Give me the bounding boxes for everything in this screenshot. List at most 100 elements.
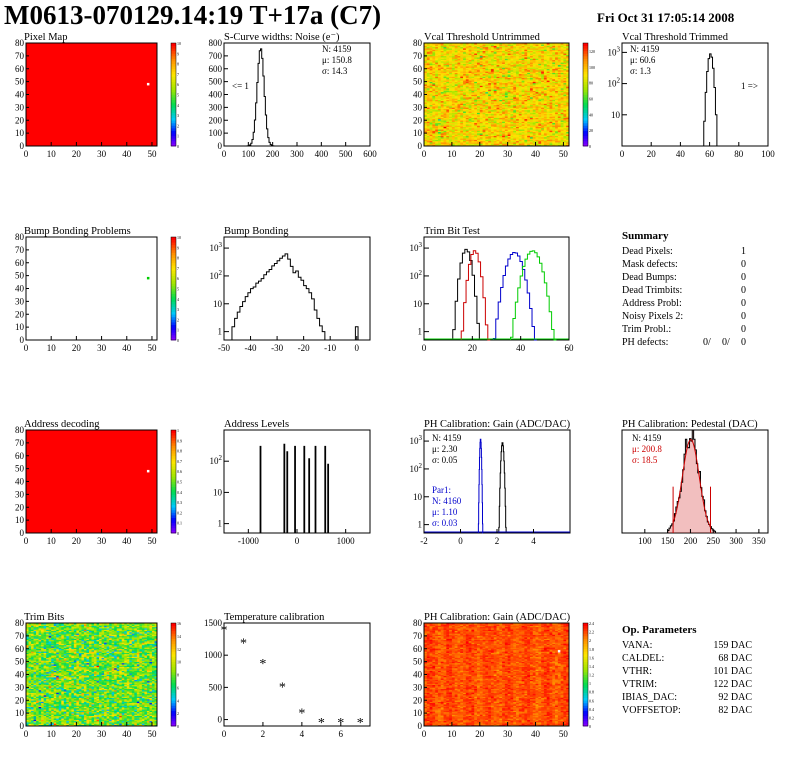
heatmap-cell xyxy=(457,122,461,125)
heatmap-cell xyxy=(521,130,525,133)
heatmap-cell xyxy=(468,115,472,117)
heatmap-cell xyxy=(560,130,564,133)
heatmap-cell xyxy=(513,138,517,140)
heatmap-cell xyxy=(435,139,439,142)
colorbar-segment xyxy=(171,445,176,449)
heatmap-cell xyxy=(479,134,483,136)
heatmap-cell xyxy=(457,135,461,138)
heatmap-cell xyxy=(493,109,497,112)
heatmap-cell xyxy=(493,130,497,133)
heatmap-cell xyxy=(446,116,450,118)
heatmap-cell xyxy=(468,129,472,131)
heatmap-cell xyxy=(516,130,520,133)
heatmap-cell xyxy=(549,136,553,139)
heatmap-cell xyxy=(560,126,564,129)
heatmap-cell xyxy=(437,142,442,144)
heatmap-cell xyxy=(499,124,503,126)
heatmap-cell xyxy=(460,143,464,146)
heatmap-cell xyxy=(471,126,475,129)
heatmap-cell xyxy=(449,109,453,112)
heatmap-cell xyxy=(493,113,497,116)
heatmap-cell xyxy=(435,138,439,140)
colorbar-segment xyxy=(171,491,176,495)
heatmap-cell xyxy=(476,109,481,112)
heatmap-cell xyxy=(429,109,433,112)
heatmap-cell xyxy=(474,109,478,112)
heatmap-cell xyxy=(521,135,525,138)
heatmap-cell xyxy=(437,116,442,118)
heatmap-cell xyxy=(465,113,469,116)
heatmap-cell xyxy=(463,131,467,134)
heatmap-cell xyxy=(471,142,475,144)
heatmap-cell xyxy=(488,126,492,129)
heatmap-cell xyxy=(446,120,450,122)
colorbar-tick-label: 120 xyxy=(589,49,595,54)
heatmap-cell xyxy=(490,129,495,131)
heatmap-cell xyxy=(485,118,489,121)
heatmap-cell xyxy=(479,115,483,117)
heatmap-cell xyxy=(476,126,481,129)
colorbar-segment xyxy=(171,249,176,253)
heatmap-cell xyxy=(457,125,461,127)
heatmap-cell xyxy=(451,138,455,140)
heatmap-cell xyxy=(457,127,461,130)
heatmap-cell xyxy=(510,135,514,138)
heatmap-cell xyxy=(496,115,500,117)
pixel_map-cells xyxy=(26,43,157,146)
heatmap-cell xyxy=(532,131,536,134)
heatmap-cell xyxy=(457,121,461,124)
heatmap-cell xyxy=(510,113,514,116)
heatmap-cell xyxy=(440,138,444,140)
heatmap-cell xyxy=(471,131,475,134)
heatmap-cell xyxy=(437,138,442,140)
heatmap-cell xyxy=(468,133,472,135)
heatmap-cell xyxy=(471,134,475,136)
heatmap-cell xyxy=(468,109,472,112)
heatmap-cell xyxy=(446,129,450,131)
heatmap-cell xyxy=(485,142,489,144)
colorbar-segment xyxy=(171,280,176,284)
heatmap-cell xyxy=(518,140,522,143)
heatmap-cell xyxy=(468,138,472,140)
colorbar-segment xyxy=(583,89,588,93)
y-tick-label: 0 xyxy=(20,141,25,151)
heatmap-cell xyxy=(521,115,525,117)
heatmap-cell xyxy=(460,120,464,122)
vcal-trimmed-stat-sigma: σ: 1.3 xyxy=(630,66,651,76)
temperature-title: Temperature calibration xyxy=(224,612,325,623)
summary-label: Address Probl: xyxy=(622,298,682,309)
heatmap-cell xyxy=(429,127,433,130)
heatmap-cell xyxy=(499,143,503,146)
heatmap-cell xyxy=(471,133,475,135)
heatmap-cell xyxy=(463,127,467,130)
heatmap-cell xyxy=(463,115,467,117)
heatmap-cell xyxy=(424,111,428,113)
colorbar-segment xyxy=(583,130,588,134)
heatmap-cell xyxy=(446,125,450,127)
heatmap-cell xyxy=(490,142,495,144)
heatmap-cell xyxy=(541,121,545,124)
heatmap-cell xyxy=(440,126,444,129)
heatmap-cell xyxy=(563,116,567,118)
heatmap-cell xyxy=(424,129,428,131)
heatmap-cell xyxy=(474,135,478,138)
heatmap-cell xyxy=(432,130,436,133)
heatmap-cell xyxy=(454,142,458,144)
heatmap-cell xyxy=(557,130,561,133)
colorbar-segment xyxy=(583,55,588,59)
heatmap-cell xyxy=(557,115,561,117)
heatmap-cell xyxy=(490,140,495,143)
heatmap-cell xyxy=(532,133,536,135)
heatmap-cell xyxy=(496,143,500,146)
heatmap-cell xyxy=(532,120,536,122)
heatmap-cell xyxy=(541,143,545,146)
heatmap-cell xyxy=(454,133,458,135)
colorbar-segment xyxy=(583,127,588,131)
heatmap-cell xyxy=(521,112,525,115)
heatmap-cell xyxy=(451,117,455,120)
heatmap-cell xyxy=(527,118,531,121)
heatmap-cell xyxy=(482,113,486,116)
heatmap-cell xyxy=(476,129,481,131)
colorbar-segment xyxy=(171,332,176,336)
heatmap-cell xyxy=(426,135,430,138)
